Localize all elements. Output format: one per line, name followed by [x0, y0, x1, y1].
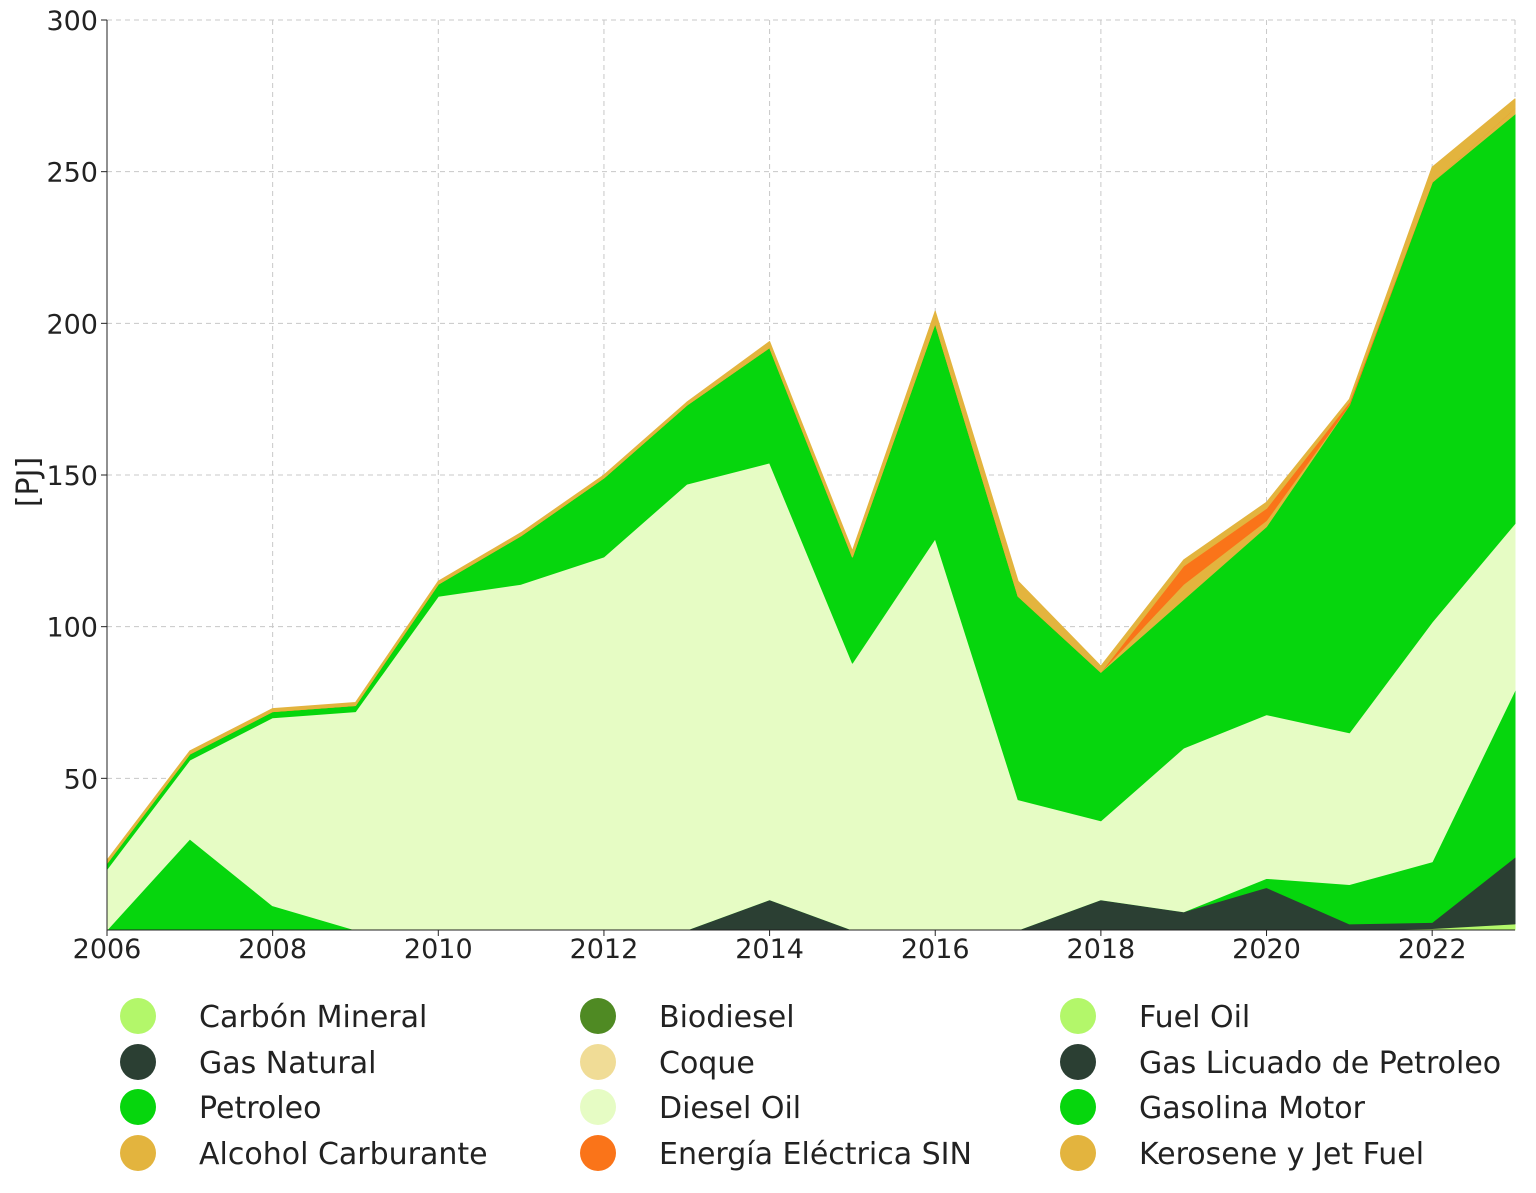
- legend-marker: [120, 1135, 156, 1171]
- legend-marker: [120, 998, 156, 1034]
- legend: Carbón Mineral Biodiesel Fuel Oil Gas Natur…: [120, 998, 1501, 1172]
- legend-label: Alcohol Carburante: [199, 1137, 488, 1172]
- x-tick-label: 2018: [1067, 934, 1136, 965]
- legend-label: Petroleo: [199, 1091, 321, 1126]
- legend-marker: [120, 1044, 156, 1080]
- x-tick-label: 2012: [570, 934, 639, 965]
- legend-marker: [120, 1089, 156, 1125]
- legend-marker: [1060, 1044, 1096, 1080]
- x-tick-label: 2014: [735, 934, 804, 965]
- legend-label: Diesel Oil: [659, 1091, 801, 1126]
- legend-label: Fuel Oil: [1139, 1000, 1250, 1035]
- legend-label: Energía Eléctrica SIN: [659, 1137, 972, 1172]
- x-tick-label: 2022: [1398, 934, 1467, 965]
- legend-label: Gas Natural: [199, 1046, 376, 1081]
- y-axis-title: [PJ]: [11, 457, 46, 507]
- legend-label: Carbón Mineral: [199, 1000, 427, 1035]
- y-tick-label: 250: [46, 158, 98, 189]
- y-tick-label: 100: [46, 613, 98, 644]
- x-tick-label: 2006: [73, 934, 142, 965]
- legend-label: Gas Licuado de Petroleo: [1139, 1046, 1501, 1081]
- legend-marker: [1060, 998, 1096, 1034]
- y-tick-label: 150: [46, 461, 98, 492]
- legend-label: Coque: [659, 1046, 755, 1081]
- y-tick-label: 50: [64, 764, 98, 795]
- area-kerosene-y-jet-fuel: [106, 98, 1516, 864]
- legend-marker: [1060, 1089, 1096, 1125]
- y-tick-label: 200: [46, 309, 98, 340]
- x-tick-label: 2016: [901, 934, 970, 965]
- legend-label: Kerosene y Jet Fuel: [1139, 1137, 1424, 1172]
- y-tick-label: 300: [46, 6, 98, 37]
- legend-label: Gasolina Motor: [1139, 1091, 1366, 1126]
- legend-marker: [580, 1044, 616, 1080]
- x-tick-labels: 2006 2008 2010 2012 2014 2016 2018 2020 2022: [73, 930, 1467, 965]
- legend-marker: [580, 1135, 616, 1171]
- x-tick-label: 2010: [404, 934, 473, 965]
- legend-marker: [580, 1089, 616, 1125]
- area-series: [106, 98, 1516, 931]
- legend-marker: [580, 998, 616, 1034]
- x-tick-label: 2008: [238, 934, 307, 965]
- legend-marker: [1060, 1135, 1096, 1171]
- legend-label: Biodiesel: [659, 1000, 795, 1035]
- x-tick-label: 2020: [1232, 934, 1301, 965]
- y-tick-labels: 50 100 150 200 250 300: [46, 6, 107, 795]
